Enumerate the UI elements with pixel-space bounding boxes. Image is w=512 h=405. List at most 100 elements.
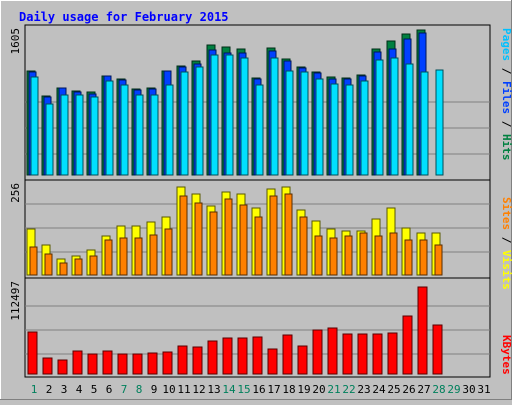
bar-pages-day-9	[150, 94, 159, 176]
bar-kbytes-day-19	[297, 345, 308, 375]
bar-sites-day-8	[134, 237, 143, 276]
bar-kbytes-day-17	[267, 348, 278, 375]
bar-kbytes-day-27	[417, 286, 428, 375]
panel-visits-sites: 256 Sites / Visits	[9, 179, 512, 290]
bar-pages-day-2	[45, 103, 54, 176]
bar-sites-day-20	[314, 235, 323, 276]
bar-sites-day-4	[74, 258, 83, 276]
bar-kbytes-day-10	[162, 351, 173, 375]
day-label-23: 23	[357, 383, 370, 396]
bar-sites-day-16	[254, 216, 263, 276]
day-label-24: 24	[372, 383, 386, 396]
bar-pages-day-26	[405, 63, 414, 176]
bar-kbytes-day-14	[222, 337, 233, 375]
bar-pages-day-25	[390, 57, 399, 176]
bar-pages-day-14	[225, 54, 234, 176]
day-axis-labels: 1 2 3 4 5 6 7 8 9 10 11 12 13 14 15 16 17 18 19 20 21 22 23 24 2…	[31, 383, 491, 396]
series-bars-panel-1	[26, 29, 444, 176]
chart-title: Daily usage for February 2015	[19, 10, 229, 24]
day-label-1: 1	[31, 383, 38, 396]
bar-sites-day-7	[119, 237, 128, 276]
day-label-3: 3	[61, 383, 68, 396]
bar-sites-day-5	[89, 255, 98, 276]
bar-kbytes-day-5	[87, 353, 98, 375]
bar-sites-day-25	[389, 232, 398, 276]
bar-kbytes-day-24	[372, 333, 383, 375]
bar-sites-day-3	[59, 262, 68, 276]
day-label-19: 19	[297, 383, 310, 396]
bar-sites-day-24	[374, 235, 383, 276]
day-label-16: 16	[252, 383, 265, 396]
bar-kbytes-day-21	[327, 327, 338, 375]
bar-kbytes-day-20	[312, 329, 323, 375]
series-bars-panel-2	[26, 186, 443, 276]
panel-3-legend: KBytes	[500, 335, 512, 375]
bar-sites-day-10	[164, 228, 173, 276]
bar-kbytes-day-23	[357, 333, 368, 375]
bar-pages-day-16	[255, 84, 264, 176]
bar-kbytes-day-1	[27, 331, 38, 375]
bar-pages-day-1	[30, 76, 39, 176]
bar-kbytes-day-16	[252, 336, 263, 375]
bar-kbytes-day-15	[237, 337, 248, 375]
bar-kbytes-day-26	[402, 315, 413, 375]
day-label-9: 9	[151, 383, 158, 396]
bar-pages-day-12	[195, 66, 204, 176]
series-bars-panel-3	[27, 286, 443, 375]
panel-3-ymax-label: 112497	[9, 281, 22, 321]
bar-sites-day-21	[329, 237, 338, 276]
bar-kbytes-day-2	[42, 357, 53, 375]
bar-pages-day-11	[180, 71, 189, 176]
bar-pages-day-8	[135, 94, 144, 176]
day-label-13: 13	[207, 383, 220, 396]
bar-sites-day-19	[299, 216, 308, 276]
bar-kbytes-day-11	[177, 345, 188, 375]
bar-pages-day-4	[75, 94, 84, 176]
day-label-31: 31	[477, 383, 490, 396]
bar-pages-day-21	[330, 83, 339, 176]
bar-kbytes-day-8	[132, 353, 143, 375]
day-label-14: 14	[222, 383, 236, 396]
bar-sites-day-22	[344, 235, 353, 276]
bar-sites-day-17	[269, 195, 278, 276]
day-label-7: 7	[121, 383, 128, 396]
bar-sites-day-9	[149, 234, 158, 276]
panel-2-legend: Sites / Visits	[500, 197, 512, 290]
bar-pages-day-18	[285, 70, 294, 176]
bar-pages-day-3	[60, 94, 69, 176]
bar-kbytes-day-28	[432, 324, 443, 375]
bar-kbytes-day-22	[342, 333, 353, 375]
bar-kbytes-day-3	[57, 359, 68, 375]
panel-1-ymax-label: 1605	[9, 28, 22, 55]
bar-pages-day-13	[210, 54, 219, 176]
day-label-30: 30	[462, 383, 475, 396]
day-label-20: 20	[312, 383, 325, 396]
bar-pages-day-23	[360, 80, 369, 176]
bar-pages-day-20	[315, 78, 324, 176]
bar-sites-day-14	[224, 198, 233, 276]
day-label-26: 26	[402, 383, 415, 396]
bar-sites-day-1	[29, 246, 38, 276]
bar-kbytes-day-4	[72, 350, 83, 375]
bar-kbytes-day-13	[207, 340, 218, 375]
bar-sites-day-13	[209, 211, 218, 276]
bar-pages-day-19	[300, 71, 309, 176]
bar-pages-day-28	[435, 69, 444, 176]
bar-sites-day-11	[179, 195, 188, 276]
bar-pages-day-7	[120, 84, 129, 176]
bar-kbytes-day-18	[282, 334, 293, 375]
day-label-11: 11	[177, 383, 190, 396]
bar-sites-day-6	[104, 239, 113, 276]
panel-2-ymax-label: 256	[9, 183, 22, 203]
bar-kbytes-day-25	[387, 332, 398, 375]
panel-1-legend: Pages / Files / Hits	[500, 28, 512, 161]
bar-sites-day-12	[194, 202, 203, 276]
bar-pages-day-17	[270, 57, 279, 176]
bar-pages-day-27	[420, 71, 429, 176]
bar-kbytes-day-7	[117, 353, 128, 375]
bar-sites-day-26	[404, 239, 413, 276]
bar-sites-day-27	[419, 239, 428, 276]
day-label-27: 27	[417, 383, 430, 396]
